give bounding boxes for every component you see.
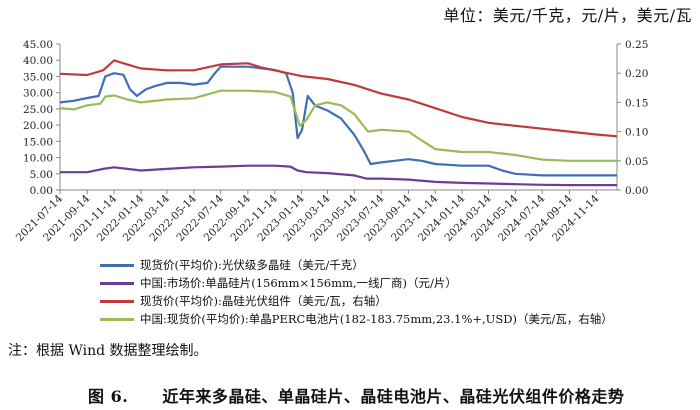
right-tick-label: 0.10 xyxy=(625,127,648,139)
legend-item-cell: 中国:现货价(平均价):单晶PERC电池片(182-183.75mm,23.1%… xyxy=(100,310,613,328)
unit-label: 单位：美元/千克，元/片，美元/瓦 xyxy=(443,6,692,25)
figure-caption: 图 6. 近年来多晶硅、单晶硅片、晶硅电池片、晶硅光伏组件价格走势 xyxy=(88,383,624,407)
left-tick-label: 10.00 xyxy=(23,153,53,165)
legend-item-module: 现货价(平均价):晶硅光伏组件（美元/瓦，右轴） xyxy=(100,292,613,310)
right-tick-label: 0.15 xyxy=(625,97,648,109)
left-tick-label: 45.00 xyxy=(23,39,53,51)
left-tick-label: 0.00 xyxy=(30,185,53,197)
legend-item-polysilicon: 现货价(平均价):光伏级多晶硅（美元/千克） xyxy=(100,256,613,274)
series-lines xyxy=(59,59,618,187)
left-tick-label: 5.00 xyxy=(30,169,53,181)
source-note: 注：根据 Wind 数据整理绘制。 xyxy=(8,343,208,359)
legend-label-wafer: 中国:市场价:单晶硅片(156mm×156mm,一线厂商)（元/片） xyxy=(140,276,457,290)
figure-title: 近年来多晶硅、单晶硅片、晶硅电池片、晶硅光伏组件价格走势 xyxy=(162,387,625,406)
legend-swatch-polysilicon xyxy=(100,263,134,267)
series-line-cell xyxy=(59,89,617,162)
left-tick-label: 30.00 xyxy=(23,88,53,100)
left-tick-label: 35.00 xyxy=(23,71,53,83)
left-tick-label: 40.00 xyxy=(23,55,53,67)
legend-swatch-wafer xyxy=(100,281,134,285)
right-axis-ticks: 0.00 0.05 0.10 0.15 0.20 0.25 xyxy=(617,39,648,197)
right-tick-label: 0.20 xyxy=(625,68,648,80)
right-tick-label: 0.25 xyxy=(625,39,648,51)
legend-item-wafer: 中国:市场价:单晶硅片(156mm×156mm,一线厂商)（元/片） xyxy=(100,274,613,292)
series-line-polysilicon xyxy=(59,65,617,177)
legend-swatch-module xyxy=(100,299,134,303)
left-axis-ticks: 0.00 5.00 10.00 15.00 20.00 25.00 30.00 35.00 40… xyxy=(23,39,60,197)
right-tick-label: 0.00 xyxy=(625,185,648,197)
right-tick-label: 0.05 xyxy=(625,156,648,168)
x-axis-ticks: 2021-07-142021-09-142021-11-142022-01-14… xyxy=(14,190,602,244)
left-tick-label: 15.00 xyxy=(23,136,53,148)
legend-swatch-cell xyxy=(100,317,134,321)
legend-label-polysilicon: 现货价(平均价):光伏级多晶硅（美元/千克） xyxy=(140,258,364,272)
chart-legend: 现货价(平均价):光伏级多晶硅（美元/千克） 中国:市场价:单晶硅片(156mm… xyxy=(100,256,613,328)
figure-number: 图 6. xyxy=(88,387,129,406)
series-line-wafer xyxy=(60,164,617,187)
legend-label-module: 现货价(平均价):晶硅光伏组件（美元/瓦，右轴） xyxy=(140,294,387,308)
left-tick-label: 25.00 xyxy=(23,104,53,116)
chart-axes xyxy=(59,44,618,191)
series-line-module xyxy=(59,59,618,138)
left-tick-label: 20.00 xyxy=(23,120,53,132)
legend-label-cell: 中国:现货价(平均价):单晶PERC电池片(182-183.75mm,23.1%… xyxy=(140,312,613,326)
line-chart: 0.00 5.00 10.00 15.00 20.00 25.00 30.00 35.00 40… xyxy=(14,39,649,244)
